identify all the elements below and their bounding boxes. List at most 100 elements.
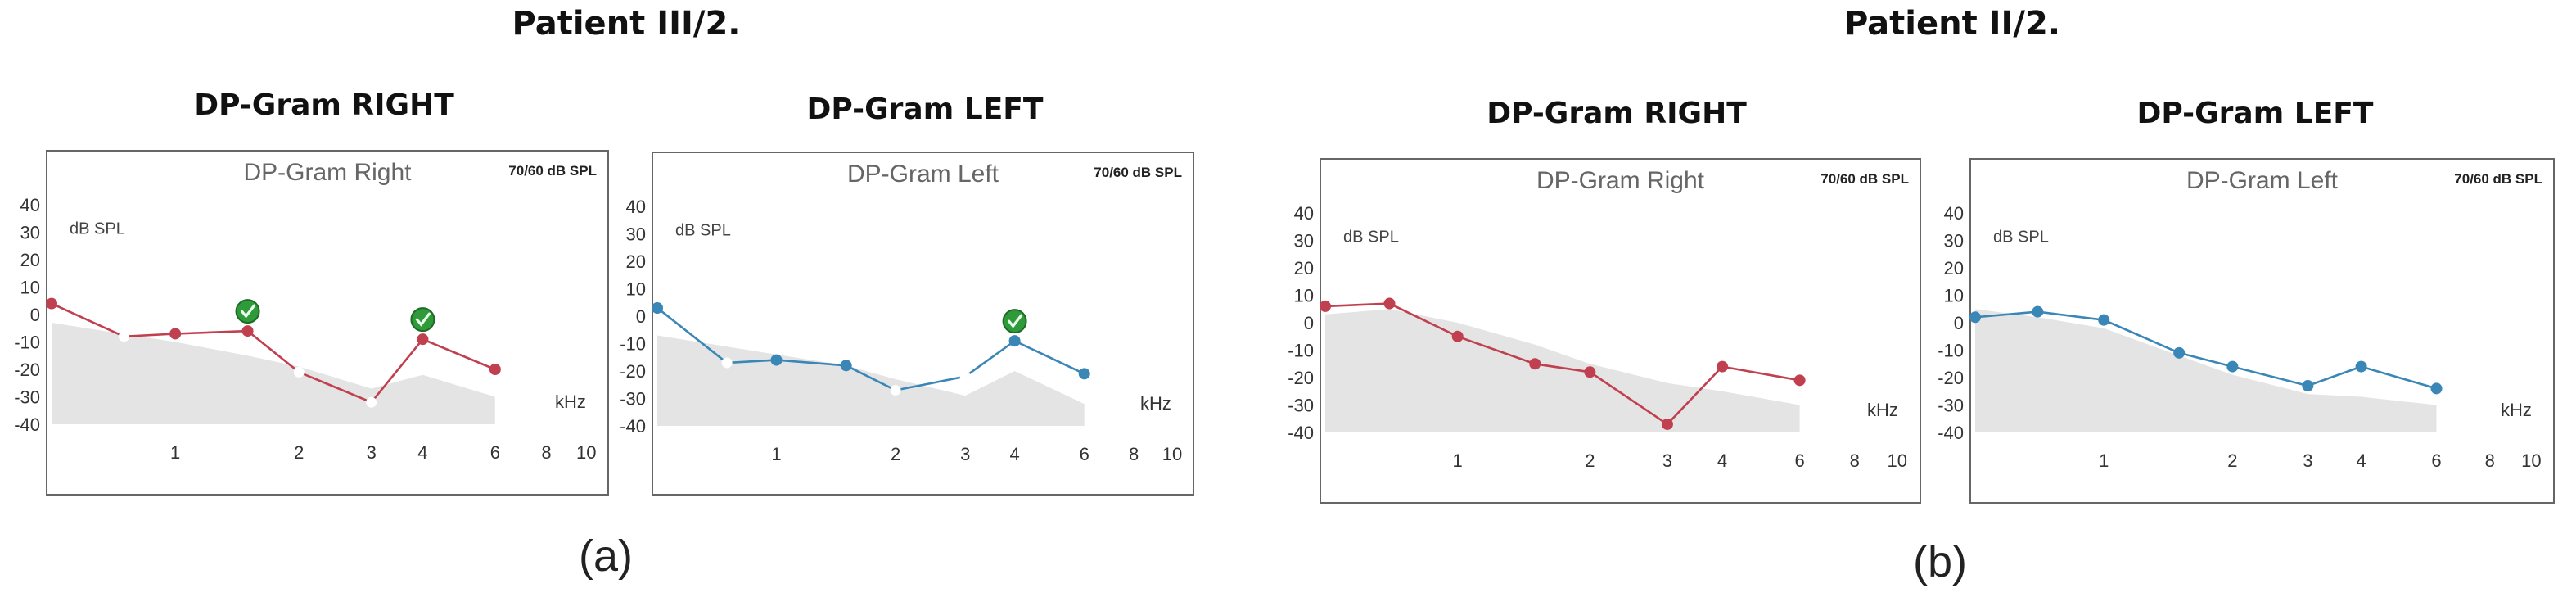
dp-point (770, 354, 783, 366)
y-tick-label: 10 (1944, 286, 1964, 306)
x-tick-label: 2 (294, 442, 304, 463)
dp-point (1584, 366, 1596, 378)
x-axis-label: kHz (1140, 393, 1171, 414)
y-tick-label: -10 (14, 333, 40, 353)
dp-point (1320, 300, 1331, 312)
check-mark-badge (235, 299, 260, 324)
inner-title: DP-Gram Right (1536, 167, 1705, 194)
y-tick-label: -40 (1938, 423, 1964, 443)
panel-title-a-left: DP-Gram LEFT (806, 93, 1044, 126)
check-mark-badge (410, 307, 435, 333)
stimulus-label: 70/60 dB SPL (2454, 171, 2542, 187)
x-tick-label: 6 (2431, 450, 2441, 471)
x-tick-label: 3 (1662, 450, 1672, 471)
dp-point (1717, 360, 1729, 373)
y-tick-label: -10 (1938, 341, 1964, 361)
y-tick-label: -20 (620, 361, 646, 382)
y-tick-label: 0 (1954, 313, 1964, 333)
x-tick-label: 2 (1585, 450, 1595, 471)
x-tick-label: 2 (2227, 450, 2237, 471)
x-tick-label: 1 (170, 442, 180, 463)
dp-point (721, 357, 733, 369)
x-tick-label: 6 (490, 442, 500, 463)
noise-floor-area (52, 323, 495, 424)
y-tick-label: 0 (30, 305, 40, 325)
dp-point (1661, 418, 1673, 430)
x-tick-label: 6 (1794, 450, 1804, 471)
patient-b-title: Patient II/2. (1843, 5, 2061, 43)
x-tick-label: 4 (1009, 444, 1019, 464)
dp-point (2032, 306, 2044, 318)
y-tick-label: 10 (626, 279, 646, 300)
dp-point (1451, 330, 1464, 342)
dp-point (46, 297, 57, 310)
y-axis-label: dB SPL (70, 220, 125, 238)
dp-point (417, 333, 429, 346)
dp-point (2098, 314, 2110, 326)
panel-title-b-left: DP-Gram LEFT (2136, 97, 2374, 130)
y-axis-label: dB SPL (1993, 229, 2049, 247)
x-axis-label: kHz (555, 391, 586, 412)
dp-point (241, 325, 254, 337)
noise-floor-area (1325, 309, 1800, 432)
y-tick-label: -30 (620, 389, 646, 410)
y-tick-label: 0 (1304, 313, 1314, 333)
dp-point (118, 331, 129, 342)
x-tick-label: 8 (2485, 450, 2495, 471)
y-tick-label: -40 (1288, 423, 1314, 443)
x-tick-label: 6 (1080, 444, 1089, 464)
check-mark-badge (1002, 309, 1027, 334)
dp-point (1008, 335, 1021, 347)
noise-floor-area (657, 335, 1085, 426)
dp-point (959, 371, 971, 382)
y-tick-label: -40 (620, 416, 646, 437)
y-tick-label: 0 (636, 306, 646, 327)
dp-point (1793, 374, 1806, 387)
x-tick-label: 2 (891, 444, 900, 464)
x-tick-label: 10 (2521, 450, 2541, 471)
dp-series-line (1974, 310, 2437, 390)
x-tick-label: 10 (1888, 450, 1907, 471)
y-tick-label: 30 (1944, 231, 1964, 251)
dp-point (652, 301, 663, 314)
patient-a-title: Patient III/2. (512, 5, 741, 43)
panel-title-a-right: DP-Gram RIGHT (194, 88, 454, 122)
dp-point (1969, 311, 1981, 324)
check-mark-tick (1008, 314, 1023, 328)
dp-series-line (656, 306, 1085, 391)
y-tick-label: -40 (14, 414, 40, 435)
x-tick-label: 1 (2099, 450, 2109, 471)
y-tick-label: -20 (14, 360, 40, 380)
inner-title: DP-Gram Left (847, 161, 999, 188)
noise-floor-area (1975, 309, 2437, 432)
dp-point (2226, 360, 2239, 373)
stimulus-label: 70/60 dB SPL (508, 163, 597, 179)
y-tick-label: 40 (626, 197, 646, 217)
dp-point (2430, 382, 2443, 395)
y-tick-label: -20 (1288, 368, 1314, 388)
y-tick-label: 10 (20, 278, 40, 298)
dp-point (293, 366, 305, 378)
x-tick-label: 8 (1850, 450, 1860, 471)
y-tick-label: 40 (1944, 203, 1964, 224)
subfigure-label-a: (a) (579, 532, 633, 581)
x-tick-label: 1 (771, 444, 781, 464)
y-axis-label: dB SPL (1343, 229, 1399, 247)
dp-point (1078, 368, 1090, 380)
y-tick-label: -30 (1938, 396, 1964, 416)
y-tick-label: -10 (620, 334, 646, 355)
dp-point (169, 328, 182, 340)
y-tick-label: -10 (1288, 341, 1314, 361)
dp-series-line (51, 302, 496, 404)
y-tick-label: 20 (20, 250, 40, 270)
panel-title-b-right: DP-Gram RIGHT (1487, 97, 1747, 130)
x-tick-label: 3 (367, 442, 377, 463)
x-axis-label: kHz (1867, 400, 1898, 420)
y-tick-label: -30 (1288, 396, 1314, 416)
panel-frame (1320, 158, 1921, 504)
dp-point (2302, 380, 2314, 392)
x-tick-label: 4 (417, 442, 427, 463)
